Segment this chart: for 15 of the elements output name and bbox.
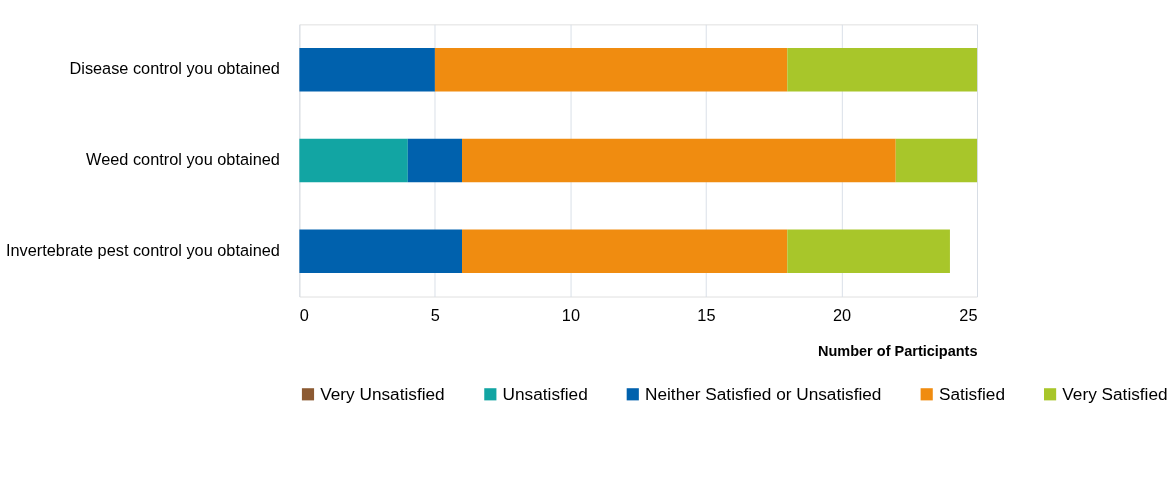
x-tick-label: 25 — [959, 305, 978, 324]
legend-label: Very Unsatisfied — [320, 383, 445, 404]
x-tick-label: 10 — [561, 305, 580, 324]
x-tick-label: 15 — [697, 305, 716, 324]
x-tick-label: 0 — [299, 305, 309, 324]
y-tick-label: Invertebrate pest control you obtained — [5, 240, 280, 259]
legend-label: Neither Satisfied or Unsatisfied — [645, 383, 882, 404]
legend-label: Unsatisfied — [502, 383, 588, 404]
x-tick-label: 20 — [832, 305, 852, 324]
x-axis-title: Number of Participants — [817, 342, 978, 359]
x-tick-label: 5 — [430, 305, 440, 324]
legend-label: Very Satisfied — [1062, 383, 1168, 404]
y-tick-label: Disease control you obtained — [69, 59, 280, 78]
y-tick-label: Weed control you obtained — [86, 150, 280, 169]
legend-label: Satisfied — [938, 383, 1005, 404]
